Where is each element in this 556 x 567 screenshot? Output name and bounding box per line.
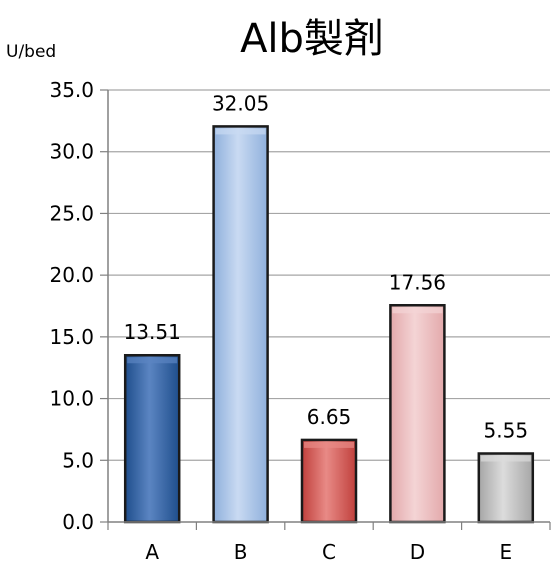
data-label-D: 17.56: [389, 270, 446, 294]
y-tick-label: 20.0: [49, 263, 94, 287]
y-tick-label: 10.0: [49, 387, 94, 411]
bar-A: [123, 353, 181, 524]
x-tick-label-C: C: [322, 540, 336, 564]
gridlines: [108, 89, 550, 461]
bar-bevel: [480, 455, 531, 462]
data-labels: 13.51 32.05 6.65 17.56 5.55: [124, 91, 528, 442]
x-tick-label-E: E: [499, 540, 512, 564]
bar-E: [477, 452, 535, 524]
bar-B: [212, 125, 269, 524]
chart-title: Alb製剤: [240, 16, 384, 62]
axes: [100, 89, 551, 530]
bar-bevel: [304, 441, 354, 448]
bar-D: [389, 304, 446, 524]
data-label-C: 6.65: [307, 405, 352, 429]
bar-bevel: [392, 307, 443, 314]
bar-C: [300, 438, 358, 524]
y-axis-label: U/bed: [6, 42, 56, 62]
bar-bevel: [215, 128, 266, 135]
y-tick-label: 25.0: [49, 201, 94, 225]
data-label-E: 5.55: [484, 418, 529, 442]
y-tick-labels: 0.0 5.0 10.0 15.0 20.0 25.0 30.0 35.0: [49, 78, 94, 534]
y-tick-label: 15.0: [49, 325, 94, 349]
data-label-B: 32.05: [212, 91, 269, 115]
y-tick-label: 35.0: [49, 78, 94, 102]
x-tick-label-D: D: [410, 540, 425, 564]
y-tick-label: 0.0: [62, 510, 94, 534]
bar-bevel: [127, 357, 178, 364]
data-label-A: 13.51: [124, 320, 181, 344]
x-tick-labels: A B C D E: [145, 540, 512, 564]
bars: [123, 125, 535, 524]
y-tick-label: 5.0: [62, 448, 94, 472]
y-tick-label: 30.0: [49, 140, 94, 164]
x-tick-label-A: A: [145, 540, 159, 564]
x-tick-label-B: B: [234, 540, 248, 564]
